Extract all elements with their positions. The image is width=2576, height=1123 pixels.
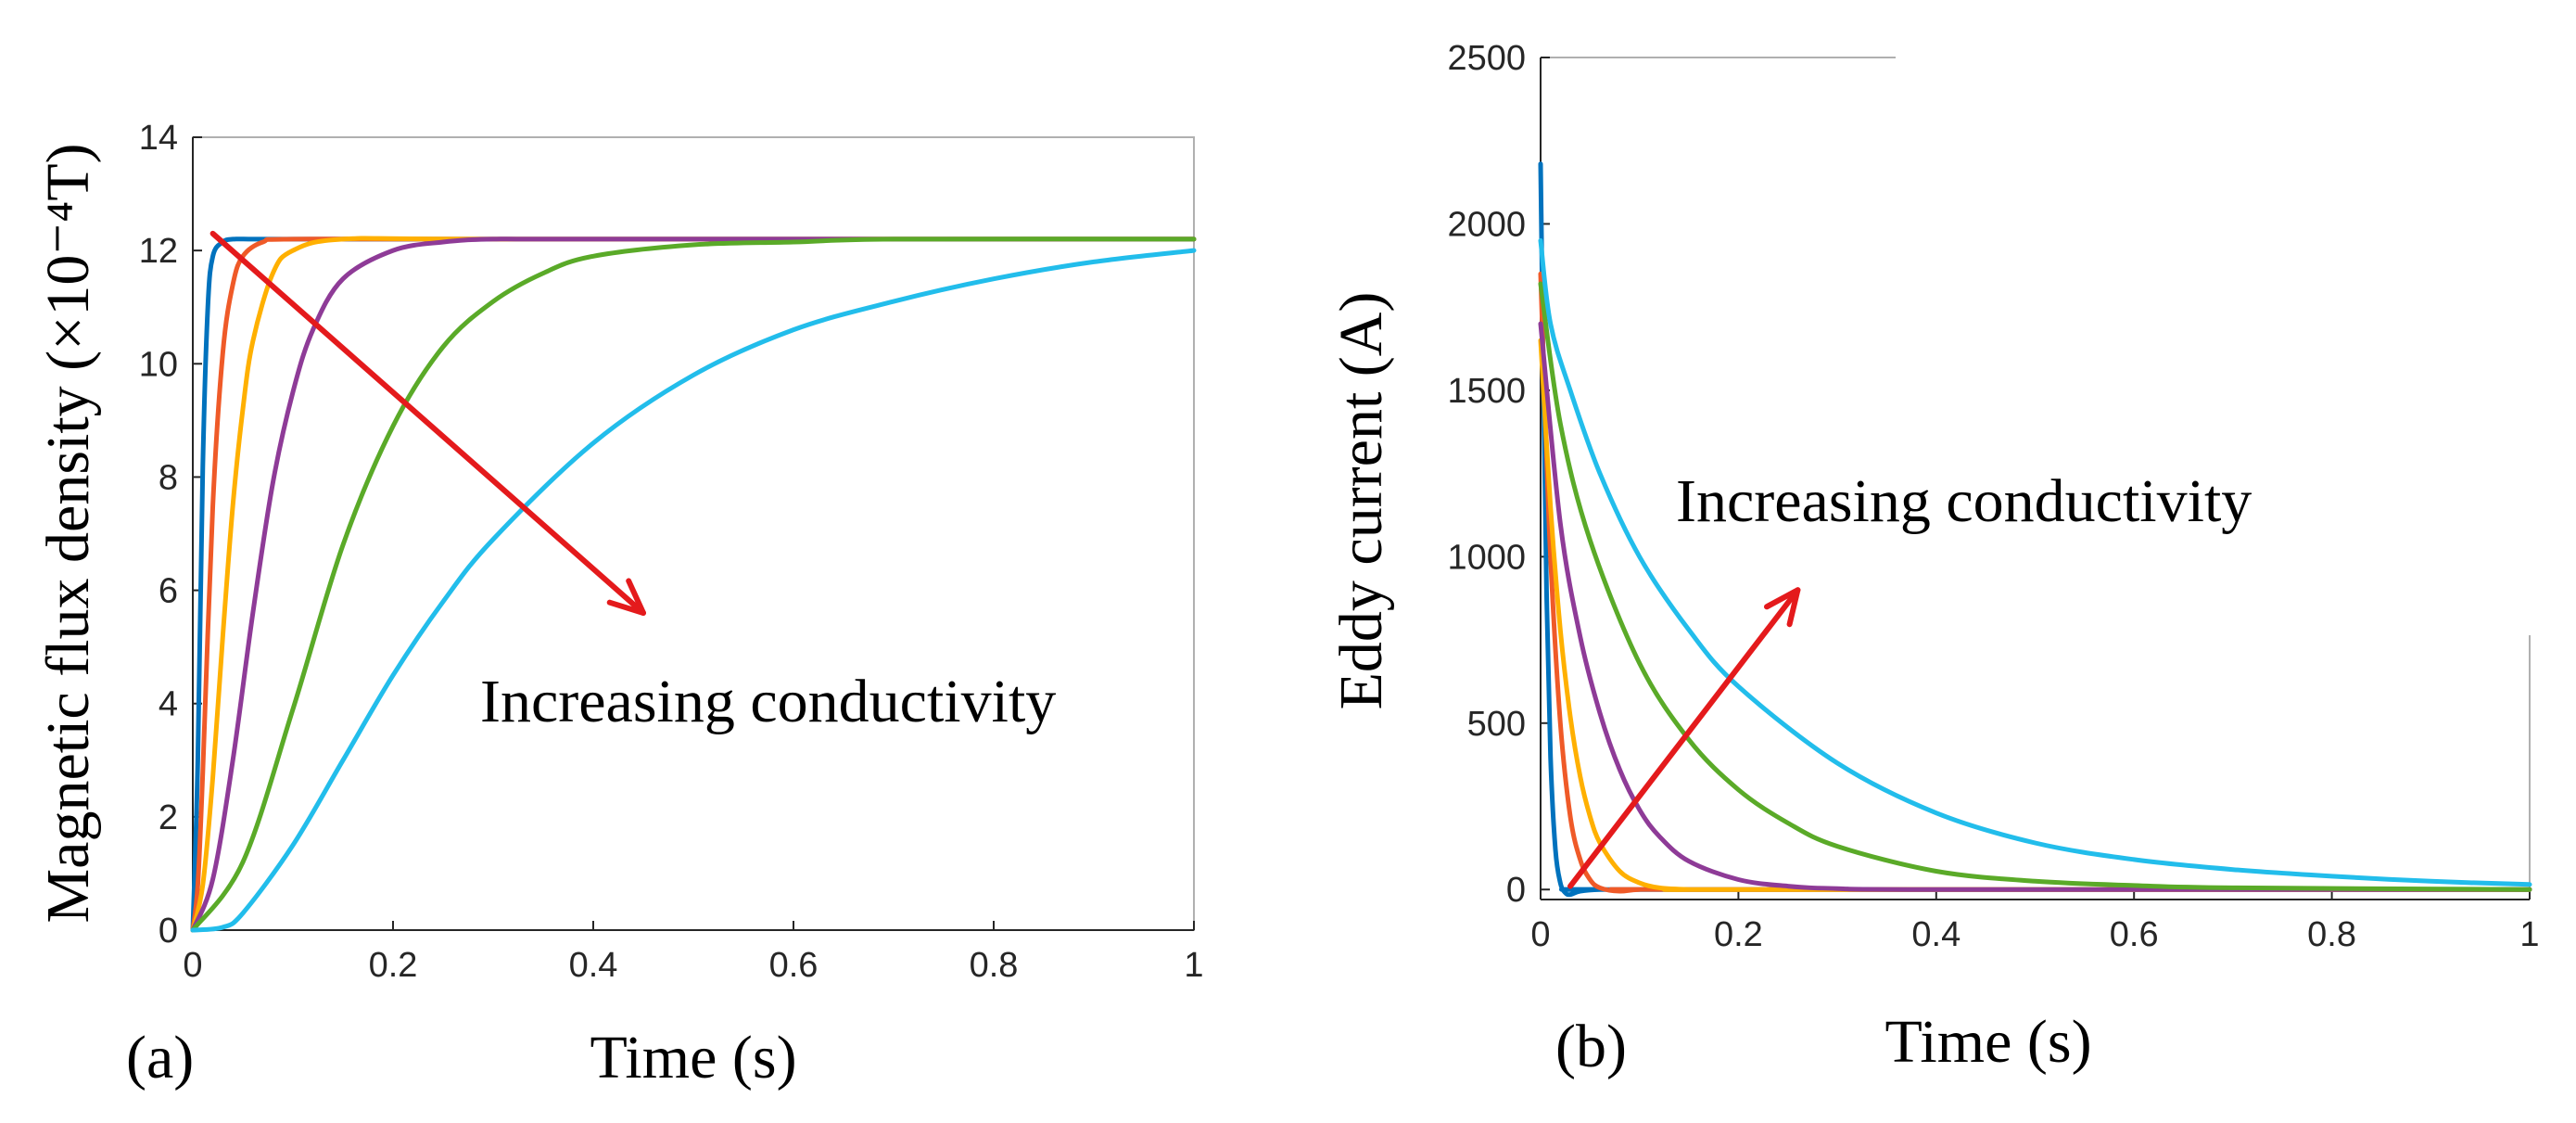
panel-a-y-label: Magnetic flux density (×10⁻⁴T): [34, 143, 102, 923]
panel-b-y-tick-label: 0: [1506, 871, 1526, 910]
panel-a-y-tick-label: 6: [159, 572, 178, 611]
panel-b-eddy-current: 0 0.2 0.4 0.6 0.8 1 0 500 1000 1500 2000 2500 Time…: [1327, 39, 2540, 1080]
panel-b-x-tick-label: 1: [2519, 915, 2539, 954]
panel-a-x-tick-label: 0.4: [569, 946, 618, 985]
panel-b-y-label: Eddy current (A): [1327, 292, 1395, 710]
panel-b-x-tick-label: 0.6: [2110, 915, 2159, 954]
panel-a-arrow: [209, 230, 646, 616]
panel-a-label: (a): [126, 1024, 194, 1091]
panel-a-series-5: [190, 236, 1197, 933]
panel-b-x-label: Time (s): [1884, 1008, 2091, 1076]
panel-b-x-tick-label: 0.2: [1714, 915, 1763, 954]
panel-b-x-tick-label: 0: [1530, 915, 1550, 954]
panel-b-y-tick-label: 2000: [1447, 205, 1526, 244]
panel-b-x-tick-label: 0.8: [2307, 915, 2356, 954]
panel-a-arrow-shaft: [209, 230, 646, 616]
panel-a-x-tick-label: 0.6: [769, 946, 818, 985]
panel-a-x-tick-label: 0: [183, 946, 202, 985]
panel-a-curves: [190, 236, 1197, 933]
panel-a-y-ticks: 0 2 4 6 8 10 12 14: [139, 119, 202, 951]
panel-a-series-6: [190, 248, 1197, 933]
panel-a-y-tick-label: 0: [159, 912, 178, 951]
panel-a-series-1: [190, 236, 1197, 933]
panel-b-curves: [1538, 161, 2532, 898]
panel-b-label: (b): [1555, 1013, 1627, 1080]
panel-a-y-tick-label: 8: [159, 458, 178, 497]
panel-a-y-tick-label: 4: [159, 685, 178, 724]
panel-a-x-tick-label: 1: [1184, 946, 1203, 985]
panel-a-series-4: [190, 236, 1197, 933]
panel-a-flux-density: 0 0.2 0.4 0.6 0.8 1 0 2 4 6 8 10 12 14 Time (s) Magn…: [34, 119, 1204, 1091]
panel-a-x-tick-label: 0.2: [369, 946, 418, 985]
panel-b-series-2: [1538, 271, 2532, 894]
panel-a-x-label: Time (s): [590, 1024, 796, 1091]
panel-b-arrow-head: [1763, 587, 1801, 628]
panel-b-series-3: [1538, 338, 2532, 892]
panel-a-y-tick-label: 14: [139, 119, 178, 158]
panel-b-y-tick-label: 500: [1467, 705, 1526, 744]
panel-b-x-tick-label: 0.4: [1911, 915, 1961, 954]
panel-b-y-tick-label: 1500: [1447, 372, 1526, 411]
panel-b-series-5: [1538, 281, 2532, 892]
panel-b-arrow: [1567, 587, 1801, 889]
panel-b-y-tick-label: 2500: [1447, 39, 1526, 78]
panel-a-y-tick-label: 2: [159, 798, 178, 837]
panel-a-series-3: [190, 236, 1197, 933]
panel-a-y-tick-label: 12: [139, 232, 178, 271]
panel-a-annotation: Increasing conductivity: [480, 668, 1056, 735]
panel-a-series-2: [190, 236, 1197, 933]
panel-b-x-ticks: 0 0.2 0.4 0.6 0.8 1: [1530, 890, 2540, 954]
panel-a-y-tick-label: 10: [139, 345, 178, 384]
panel-b-annotation: Increasing conductivity: [1676, 467, 2252, 535]
panel-b-series-6: [1538, 237, 2532, 887]
panel-b-arrow-shaft: [1567, 587, 1801, 889]
panel-a-x-ticks: 0 0.2 0.4 0.6 0.8 1: [183, 921, 1204, 985]
panel-b-series-4: [1538, 321, 2532, 892]
panel-b-y-ticks: 0 500 1000 1500 2000 2500: [1447, 39, 1550, 910]
panel-a-arrow-head: [606, 578, 646, 616]
panel-a-plot-box: [192, 136, 1195, 931]
panel-b-y-tick-label: 1000: [1447, 538, 1526, 577]
panel-a-x-tick-label: 0.8: [970, 946, 1019, 985]
